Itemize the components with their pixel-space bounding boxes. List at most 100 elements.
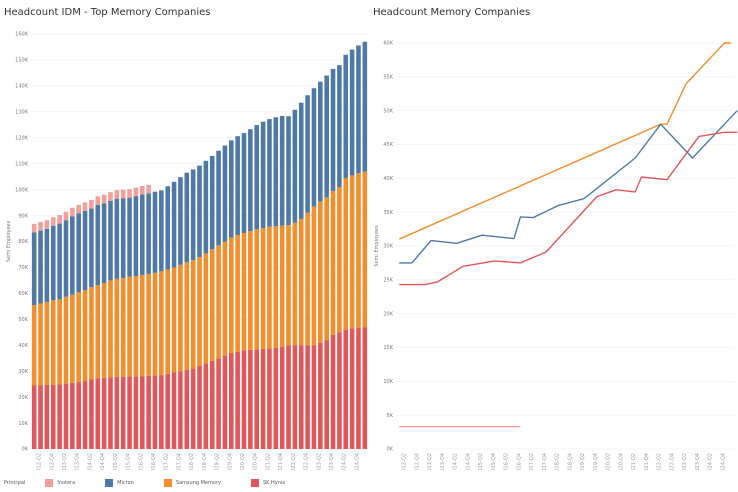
bar-samsung-memory: [222, 241, 228, 356]
right-y-tick-label: 30K: [383, 244, 393, 250]
bar-samsung-memory: [318, 201, 323, 343]
bar-inotera: [50, 217, 56, 226]
bar-micron: [57, 223, 62, 300]
bar-sk-hynix: [165, 373, 170, 449]
right-x-tick-label: 2020-Q4: [618, 453, 624, 470]
left-x-tick-label: 2018-Q2: [189, 453, 195, 470]
bar-sk-hynix: [286, 345, 291, 449]
legend-item-sk-hynix[interactable]: SK Hynix: [250, 479, 286, 487]
bar-sk-hynix: [57, 384, 62, 449]
bar-inotera: [63, 211, 69, 221]
bar-samsung-memory: [108, 280, 113, 378]
right-y-tick-label: 60K: [383, 41, 393, 47]
right-y-tick-label: 40K: [383, 176, 393, 182]
bar-sk-hynix: [279, 347, 285, 449]
bar-samsung-memory: [324, 197, 329, 341]
bar-sk-hynix: [197, 366, 202, 449]
left-x-tick-label: 2022-Q2: [291, 453, 297, 470]
bar-samsung-memory: [286, 225, 291, 346]
bar-samsung-memory: [229, 237, 234, 354]
bar-samsung-memory: [260, 228, 266, 349]
line-chart: 0K 5K 10K 15K 20K 25K 30K 35K 40K 45K 50K 55K 60K Sem…: [374, 41, 738, 470]
left-x-tick-label: 2017-Q4: [176, 453, 182, 470]
bar-micron: [241, 133, 247, 233]
bar-inotera: [95, 196, 101, 205]
bar-micron: [337, 65, 342, 188]
bar-samsung-memory: [254, 229, 260, 350]
bar-micron: [31, 232, 37, 306]
legend-item-micron[interactable]: Micron: [105, 479, 134, 487]
legend-item-inotera[interactable]: Inotera: [45, 479, 75, 487]
right-x-tick-label: 2016-Q2: [504, 453, 510, 470]
bar-micron: [70, 216, 75, 295]
right-x-tick-label: 2014-Q4: [465, 453, 471, 470]
bar-sk-hynix: [216, 358, 221, 449]
right-y-tick-label: 45K: [383, 142, 393, 148]
bar-sk-hynix: [311, 345, 317, 449]
bar-micron: [273, 117, 279, 227]
bar-samsung-memory: [184, 262, 190, 370]
bar-samsung-memory: [337, 187, 342, 333]
bar-sk-hynix: [171, 372, 177, 449]
bar-samsung-memory: [178, 264, 183, 372]
right-x-tick-label: 2023-Q2: [682, 453, 688, 470]
bar-micron: [311, 88, 317, 207]
bar-sk-hynix: [330, 334, 336, 449]
bar-micron: [89, 208, 94, 288]
bar-samsung-memory: [190, 260, 196, 369]
right-x-tick-label: 2014-Q2: [453, 453, 459, 470]
bar-inotera: [82, 202, 88, 211]
left-x-tick-label: 2021-Q4: [278, 453, 284, 470]
bar-sk-hynix: [203, 363, 209, 449]
left-y-tick-label: 110K: [15, 161, 29, 167]
bar-sk-hynix: [127, 376, 132, 449]
bar-sk-hynix: [209, 360, 215, 449]
left-y-tick-label: 80K: [18, 239, 28, 245]
right-x-tick-label: 2012-Q4: [414, 453, 420, 470]
bar-samsung-memory: [235, 235, 240, 352]
bar-sk-hynix: [120, 376, 126, 449]
bar-samsung-memory: [197, 257, 202, 366]
legend-label-sk-hynix: SK Hynix: [262, 480, 286, 486]
bar-samsung-memory: [311, 206, 317, 346]
bar-inotera: [146, 184, 151, 194]
bar-sk-hynix: [184, 369, 190, 449]
right-x-tick-label: 2021-Q2: [631, 453, 637, 470]
bar-sk-hynix: [337, 332, 342, 449]
bar-micron: [235, 136, 240, 236]
bar-sk-hynix: [362, 327, 368, 449]
bar-micron: [222, 145, 228, 242]
bar-sk-hynix: [139, 376, 145, 449]
left-y-tick-label: 150K: [15, 58, 29, 64]
legend-item-samsung-memory[interactable]: Samsung Memory: [163, 479, 221, 487]
bar-samsung-memory: [305, 212, 310, 346]
bar-sk-hynix: [241, 350, 247, 449]
right-x-tick-label: 2022-Q4: [669, 453, 675, 470]
left-x-tick-label: 2019-Q2: [215, 453, 221, 470]
bar-sk-hynix: [95, 378, 101, 449]
left-x-tick-label: 2015-Q4: [126, 453, 132, 470]
right-x-tick-label: 2012-Q2: [402, 453, 408, 470]
right-y-tick-label: 35K: [383, 210, 393, 216]
bar-samsung-memory: [159, 271, 164, 376]
bar-samsung-memory: [267, 226, 272, 349]
bar-inotera: [133, 187, 139, 197]
bar-micron: [362, 41, 368, 172]
bar-inotera: [127, 189, 132, 198]
bar-sk-hynix: [260, 348, 266, 449]
bar-sk-hynix: [190, 368, 196, 449]
bar-samsung-memory: [133, 275, 139, 377]
bar-sk-hynix: [89, 379, 94, 449]
left-y-tick-label: 0K: [22, 447, 29, 453]
bar-inotera: [44, 220, 50, 229]
bar-micron: [133, 196, 139, 276]
right-y-tick-label: 0K: [387, 447, 394, 453]
bar-samsung-memory: [279, 225, 285, 348]
bar-micron: [248, 129, 253, 232]
bar-micron: [349, 49, 355, 176]
bar-inotera: [139, 185, 145, 195]
right-x-tick-label: 2015-Q2: [478, 453, 484, 470]
bar-sk-hynix: [349, 328, 355, 449]
bar-micron: [343, 54, 349, 178]
